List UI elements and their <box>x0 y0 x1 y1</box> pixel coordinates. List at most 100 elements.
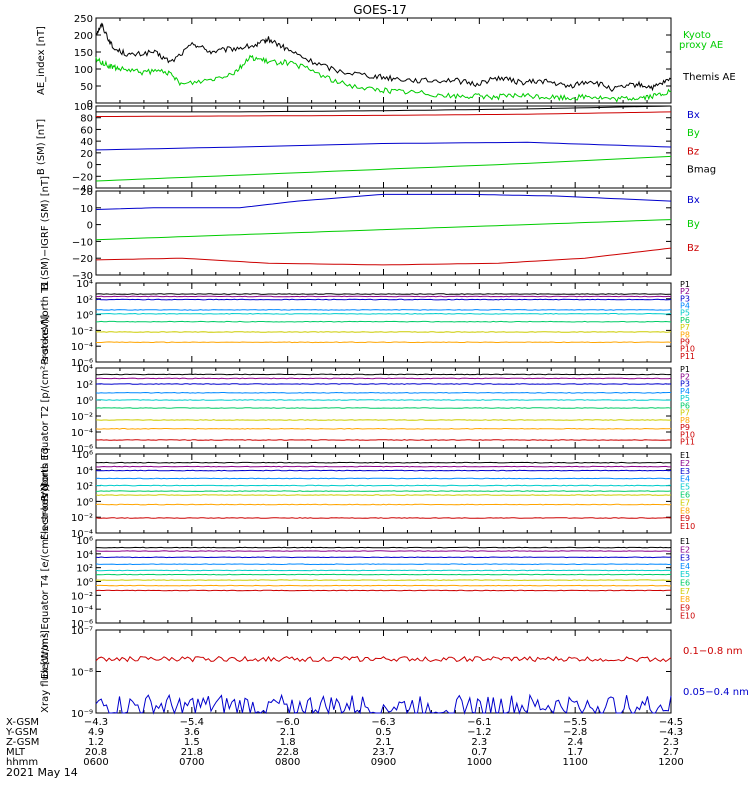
axis-cell: 20.8 <box>85 747 107 758</box>
axis-cell: 0700 <box>179 757 204 768</box>
y-axis-label: Electrons North T3 <box>40 447 51 540</box>
legend-channel: E7 <box>680 498 690 507</box>
legend-channel: P9 <box>680 423 690 432</box>
axis-cell: 2.7 <box>663 747 679 758</box>
legend-channel: P7 <box>680 323 690 332</box>
date-label: 2021 May 14 <box>6 766 78 779</box>
legend-label: Kyoto <box>683 30 711 41</box>
series-line-6-4 <box>95 569 671 572</box>
y-tick-label: 0 <box>87 161 93 172</box>
axis-cell: 0.7 <box>471 747 487 758</box>
y-tick-label: 10² <box>76 482 93 493</box>
legend-channel: P6 <box>680 316 690 325</box>
series-line-6-8 <box>95 589 672 592</box>
legend-channel: E8 <box>680 595 690 604</box>
y-axis-label: B (SM)−IGRF (SM) [nT] <box>40 176 51 290</box>
series-line-6-1 <box>95 550 672 552</box>
legend-channel: P11 <box>680 438 695 447</box>
legend-channel: P11 <box>680 352 695 361</box>
axis-cell: −4.3 <box>84 717 108 728</box>
axis-cell: −6.0 <box>276 717 300 728</box>
y-tick-label: 0 <box>87 99 93 110</box>
y-tick-label: 10⁻² <box>71 591 93 602</box>
series-line-4-5 <box>95 407 672 409</box>
legend-channel: P5 <box>680 309 690 318</box>
axis-cell: 1200 <box>658 757 683 768</box>
legend-label: 0.1−0.8 nm <box>683 646 742 657</box>
legend-label: Bz <box>687 243 699 254</box>
legend-channel: E5 <box>680 483 690 492</box>
series-line-5-8 <box>95 517 672 519</box>
series-line-2-1 <box>95 219 672 241</box>
axis-cell: 1100 <box>562 757 587 768</box>
y-tick-label: 100 <box>74 102 93 113</box>
series-line-5-6 <box>95 494 672 496</box>
series-line-4-6 <box>95 419 671 421</box>
axis-row-label: hhmm <box>6 757 38 768</box>
panel-4: 10⁴ 10² 10⁰ 10⁻² 10⁻⁴ 10⁻⁶ Protons Equator T2 … <box>40 315 695 502</box>
series-line-2-0 <box>95 193 672 210</box>
axis-cell: 1.8 <box>280 737 296 748</box>
y-tick-label: 250 <box>74 14 93 25</box>
legend-label: By <box>687 219 700 230</box>
y-tick-label: 10⁰ <box>76 396 93 407</box>
legend-channel: P3 <box>680 294 690 303</box>
series-line-3-2 <box>95 298 672 301</box>
legend-label: Bmag <box>687 165 716 176</box>
y-tick-label: 80 <box>80 114 93 125</box>
legend-channel: E7 <box>680 587 690 596</box>
axis-row-label: Y-GSM <box>5 727 38 738</box>
y-tick-label: 10⁻² <box>71 412 93 423</box>
series-line-5-3 <box>95 477 672 480</box>
y-tick-label: 10⁻⁴ <box>71 605 93 616</box>
legend-channel: P9 <box>680 337 690 346</box>
y-tick-label: 10⁻⁶ <box>71 619 93 630</box>
y-tick-label: −20 <box>72 254 93 265</box>
panel-frame <box>95 105 672 189</box>
y-tick-label: 10 <box>80 204 93 215</box>
y-tick-label: 10⁻⁸ <box>71 668 93 679</box>
y-tick-label: 10⁻⁷ <box>71 626 93 637</box>
axis-cell: 1.7 <box>567 747 583 758</box>
y-tick-label: 50 <box>80 82 93 93</box>
y-tick-label: 40 <box>80 137 93 148</box>
series-line-6-2 <box>95 556 672 559</box>
axis-cell: −5.5 <box>563 717 587 728</box>
legend-channel: E4 <box>680 475 690 484</box>
legend-label: Bx <box>687 110 700 121</box>
series-line-3-4 <box>95 312 672 315</box>
panel-frame <box>95 539 672 624</box>
plot-title: GOES-17 <box>353 3 407 17</box>
legend-channel: E2 <box>680 545 690 554</box>
legend-label: Bz <box>687 146 699 157</box>
legend-channel: P5 <box>680 394 690 403</box>
series-line-3-5 <box>95 320 672 323</box>
series-line-4-2 <box>95 383 672 385</box>
axis-cell: −1.2 <box>467 727 491 738</box>
axis-cell: 0.5 <box>376 727 392 738</box>
axis-cell: −5.4 <box>180 717 204 728</box>
series-line-3-1 <box>95 295 672 298</box>
series-line-6-6 <box>95 579 672 581</box>
y-axis-label: Protons North T1 <box>40 280 51 364</box>
panel-frame <box>95 629 672 714</box>
panel-6: 10⁶ 10⁴ 10² 10⁰ 10⁻² 10⁻⁴ 10⁻⁶ Electrons Equato… <box>40 484 695 679</box>
legend-channel: E1 <box>680 451 690 460</box>
y-tick-label: 10⁰ <box>76 578 93 589</box>
series-line-7-0 <box>95 655 672 663</box>
y-tick-label: 20 <box>80 187 93 198</box>
legend-channel: E5 <box>680 570 690 579</box>
panel-frame <box>95 17 672 104</box>
series-line-6-7 <box>95 584 671 587</box>
series-line-3-6 <box>95 331 672 333</box>
series-line-1-1 <box>95 155 672 182</box>
axis-cell: 1.2 <box>88 737 104 748</box>
legend-channel: E4 <box>680 562 690 571</box>
series-line-4-9 <box>95 439 672 441</box>
legend-channel: P8 <box>680 330 690 339</box>
axis-cell: 2.3 <box>471 737 487 748</box>
series-line-5-1 <box>95 465 671 468</box>
